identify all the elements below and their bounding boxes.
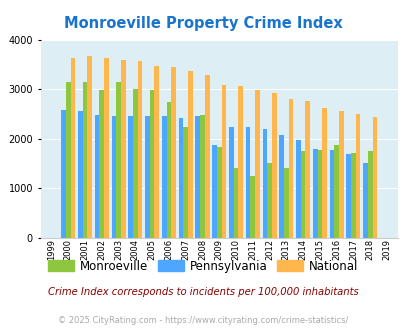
- Bar: [66, 82, 70, 238]
- Text: Crime Index corresponds to incidents per 100,000 inhabitants: Crime Index corresponds to incidents per…: [47, 287, 358, 297]
- Bar: [350, 153, 355, 238]
- Bar: [295, 140, 300, 238]
- Bar: [99, 90, 104, 238]
- Bar: [104, 58, 109, 238]
- Bar: [162, 116, 166, 238]
- Bar: [345, 154, 350, 238]
- Bar: [87, 56, 92, 238]
- Bar: [149, 90, 154, 238]
- Bar: [83, 82, 87, 238]
- Bar: [78, 111, 83, 238]
- Bar: [216, 147, 221, 238]
- Bar: [322, 108, 326, 238]
- Bar: [116, 82, 121, 238]
- Bar: [94, 115, 99, 238]
- Bar: [288, 100, 293, 238]
- Bar: [61, 110, 66, 238]
- Bar: [183, 127, 188, 238]
- Bar: [317, 150, 322, 238]
- Bar: [200, 115, 204, 238]
- Bar: [305, 101, 309, 238]
- Text: Monroeville Property Crime Index: Monroeville Property Crime Index: [64, 16, 341, 31]
- Bar: [171, 67, 175, 238]
- Legend: Monroeville, Pennsylvania, National: Monroeville, Pennsylvania, National: [43, 255, 362, 278]
- Bar: [271, 93, 276, 238]
- Bar: [238, 86, 243, 238]
- Text: © 2025 CityRating.com - https://www.cityrating.com/crime-statistics/: © 2025 CityRating.com - https://www.city…: [58, 315, 347, 325]
- Bar: [355, 115, 360, 238]
- Bar: [254, 90, 259, 238]
- Bar: [300, 151, 305, 238]
- Bar: [166, 102, 171, 238]
- Bar: [333, 145, 338, 238]
- Bar: [338, 111, 343, 238]
- Bar: [367, 151, 372, 238]
- Bar: [228, 127, 233, 238]
- Bar: [233, 168, 238, 238]
- Bar: [195, 116, 200, 238]
- Bar: [362, 163, 367, 238]
- Bar: [188, 71, 192, 238]
- Bar: [178, 118, 183, 238]
- Bar: [221, 85, 226, 238]
- Bar: [154, 66, 159, 238]
- Bar: [312, 148, 317, 238]
- Bar: [279, 135, 283, 238]
- Bar: [133, 89, 137, 238]
- Bar: [329, 150, 333, 238]
- Bar: [121, 60, 125, 238]
- Bar: [372, 117, 376, 238]
- Bar: [137, 61, 142, 238]
- Bar: [70, 58, 75, 238]
- Bar: [283, 168, 288, 238]
- Bar: [250, 176, 254, 238]
- Bar: [204, 75, 209, 238]
- Bar: [262, 129, 266, 238]
- Bar: [266, 163, 271, 238]
- Bar: [128, 116, 133, 238]
- Bar: [145, 116, 149, 238]
- Bar: [212, 145, 216, 238]
- Bar: [245, 127, 250, 238]
- Bar: [111, 116, 116, 238]
